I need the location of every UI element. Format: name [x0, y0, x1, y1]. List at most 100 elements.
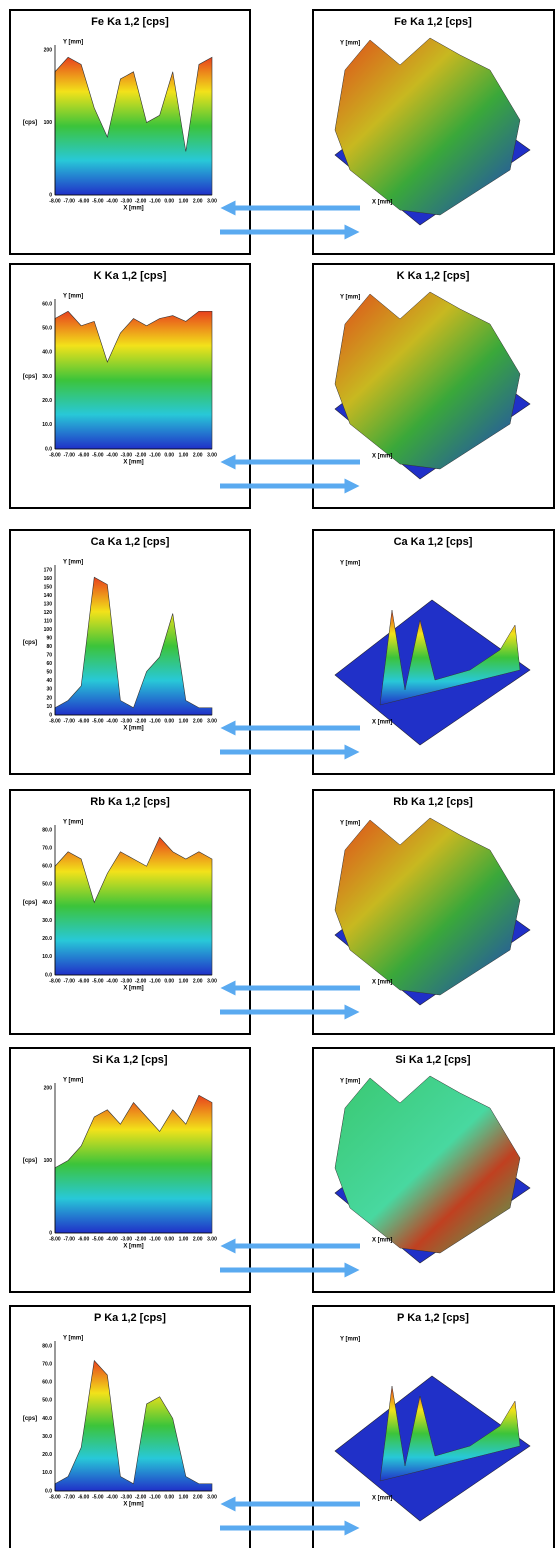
y-tick-label: 60 [46, 661, 52, 667]
y-tick-label: 50.0 [42, 1398, 52, 1404]
y-tick-label: 80.0 [42, 1343, 52, 1349]
x-tick-label: 2.00 [193, 978, 203, 984]
x-tick-label: -6.00 [78, 452, 90, 458]
x-tick-label: -2.00 [135, 452, 147, 458]
y-tick-label: 0 [49, 1230, 52, 1236]
surface-side-view [54, 310, 213, 450]
y-tick-label: 30 [46, 687, 52, 693]
x-tick-label: -2.00 [135, 978, 147, 984]
x-tick-label: -5.00 [92, 1494, 104, 1500]
x-tick-label: -5.00 [92, 1236, 104, 1242]
x-tick-label: -3.00 [121, 198, 133, 204]
surface-side-view [54, 576, 213, 716]
x-tick-label: -5.00 [92, 718, 104, 724]
x-tick-label: -2.00 [135, 1236, 147, 1242]
x-tick-label: -7.00 [64, 452, 76, 458]
y-tick-label: 50.0 [42, 325, 52, 331]
x-tick-label: -5.00 [92, 198, 104, 204]
x-tick-label: -5.00 [92, 452, 104, 458]
x-tick-label: -4.00 [106, 452, 118, 458]
y-tick-label: 40.0 [42, 1416, 52, 1422]
y-axis-label: Y [mm] [340, 1337, 360, 1343]
surface-peaks [379, 609, 521, 706]
x-tick-label: -8.00 [49, 1236, 61, 1242]
y-axis-label: Y [mm] [63, 1078, 83, 1084]
x-tick-label: -1.00 [149, 1236, 161, 1242]
x-tick-label: -7.00 [64, 198, 76, 204]
y-tick-label: 60.0 [42, 864, 52, 870]
y-tick-label: 110 [44, 619, 52, 625]
panel-title: Fe Ka 1,2 [cps] [91, 16, 169, 28]
y-tick-label: 100 [44, 1158, 53, 1164]
panel-title: Si Ka 1,2 [cps] [395, 1054, 471, 1066]
x-tick-label: -1.00 [149, 198, 161, 204]
y-axis-label: Y [mm] [340, 41, 360, 47]
x-tick-label: -8.00 [49, 198, 61, 204]
surface-side-view [54, 1359, 213, 1492]
x-tick-label: 2.00 [193, 718, 203, 724]
x-tick-label: -7.00 [64, 1236, 76, 1242]
x-axis-label: X [mm] [372, 454, 392, 460]
y-tick-label: 60.0 [42, 1380, 52, 1386]
x-tick-label: -3.00 [121, 978, 133, 984]
panel-frame [9, 1305, 251, 1548]
y-tick-label: 150 [44, 584, 53, 590]
y-tick-label: 30.0 [42, 918, 52, 924]
surface-side-view [54, 56, 213, 196]
x-tick-label: -4.00 [106, 1494, 118, 1500]
y-tick-label: 80 [46, 644, 52, 650]
x-tick-label: 1.00 [179, 1236, 189, 1242]
x-tick-label: -2.00 [135, 718, 147, 724]
y-tick-label: 0 [49, 712, 52, 718]
value-axis-label: [cps] [23, 640, 37, 646]
surface-peaks [334, 291, 521, 470]
y-tick-label: 0.0 [45, 972, 52, 978]
y-tick-label: 30.0 [42, 1434, 52, 1440]
y-axis-label: Y [mm] [63, 294, 83, 300]
x-tick-label: -2.00 [135, 198, 147, 204]
x-tick-label: -7.00 [64, 978, 76, 984]
x-axis-label: X [mm] [372, 1238, 392, 1244]
x-tick-label: -7.00 [64, 1494, 76, 1500]
x-axis-label: X [mm] [123, 1244, 143, 1250]
x-tick-label: 0.00 [164, 1236, 174, 1242]
x-axis-label: X [mm] [372, 980, 392, 986]
y-tick-label: 160 [44, 576, 53, 582]
x-tick-label: 3.00 [207, 978, 217, 984]
x-tick-label: -1.00 [149, 1494, 161, 1500]
panel-title: Ca Ka 1,2 [cps] [394, 536, 473, 548]
x-axis-label: X [mm] [372, 1496, 392, 1502]
x-tick-label: -6.00 [78, 198, 90, 204]
x-tick-label: -3.00 [121, 1494, 133, 1500]
x-tick-label: 1.00 [179, 198, 189, 204]
surface-side-view [54, 1094, 213, 1234]
y-tick-label: 140 [44, 593, 53, 599]
y-tick-label: 70.0 [42, 845, 52, 851]
x-tick-label: -8.00 [49, 452, 61, 458]
x-axis-label: X [mm] [123, 460, 143, 466]
x-axis-label: X [mm] [123, 1502, 143, 1508]
x-tick-label: 0.00 [164, 452, 174, 458]
x-tick-label: -6.00 [78, 978, 90, 984]
surface-side-view [54, 836, 213, 976]
panel-title: P Ka 1,2 [cps] [94, 1312, 166, 1324]
panel-title: Rb Ka 1,2 [cps] [90, 796, 170, 808]
x-tick-label: -3.00 [121, 1236, 133, 1242]
y-tick-label: 100 [44, 627, 53, 633]
y-tick-label: 70 [46, 653, 52, 659]
y-tick-label: 0.0 [45, 446, 52, 452]
x-tick-label: 2.00 [193, 198, 203, 204]
x-tick-label: -1.00 [149, 718, 161, 724]
x-axis-label: X [mm] [123, 986, 143, 992]
surface-peaks [334, 817, 521, 996]
y-tick-label: 0.0 [45, 1488, 52, 1494]
y-tick-label: 10 [46, 704, 52, 710]
x-tick-label: -4.00 [106, 718, 118, 724]
x-tick-label: 0.00 [164, 198, 174, 204]
panel-title: Rb Ka 1,2 [cps] [393, 796, 473, 808]
y-tick-label: 40.0 [42, 350, 52, 356]
x-tick-label: -6.00 [78, 718, 90, 724]
x-axis-label: X [mm] [372, 200, 392, 206]
x-tick-label: -8.00 [49, 1494, 61, 1500]
y-tick-label: 20.0 [42, 936, 52, 942]
